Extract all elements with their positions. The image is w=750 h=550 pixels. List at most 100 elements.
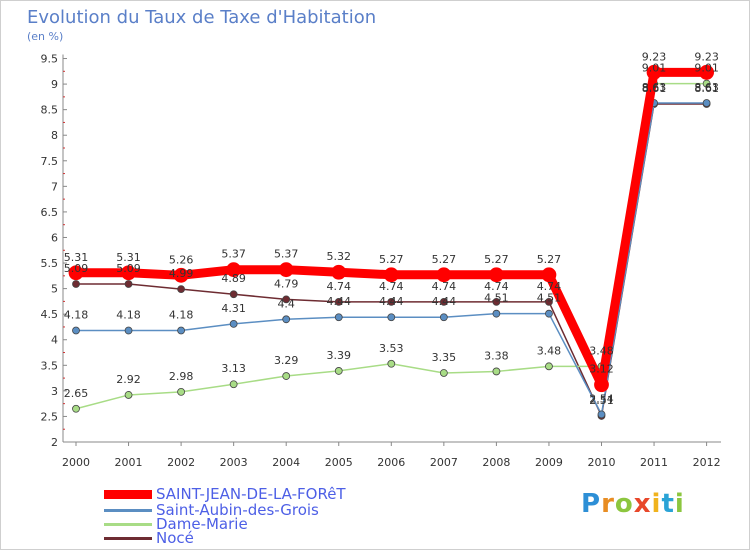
x-tick-label: 2006 [377,456,405,469]
y-tick-label: 2 [51,436,58,449]
data-label: 4.74 [432,280,457,293]
legend-swatch [104,489,152,499]
x-tick-label: 2000 [62,456,90,469]
legend-label: Nocé [156,529,194,547]
data-point [439,298,448,306]
data-point [387,359,396,368]
data-point [545,309,553,318]
legend-item-saint-aubin: Saint-Aubin-des-Grois [104,503,319,518]
x-tick-label: 2004 [272,456,300,469]
chart-unit-label: (en %) [27,30,64,43]
y-tick-label: 2.5 [41,410,59,423]
data-label: 5.26 [169,253,194,266]
data-label: 2.98 [169,370,194,383]
data-point [226,262,242,278]
data-point [545,298,553,306]
x-tick-label: 2003 [220,456,248,469]
data-point [646,64,662,80]
data-label: 4.44 [432,295,457,308]
y-tick-label: 7 [51,180,58,193]
x-tick-label: 2007 [430,456,458,469]
data-label: 5.27 [432,253,457,266]
data-label: 4.51 [537,292,562,305]
data-label: 4.4 [277,297,295,310]
data-label: 4.44 [379,295,404,308]
data-label: 9.23 [642,50,667,63]
y-tick-label: 5 [51,283,58,296]
y-tick-label: 4 [51,334,58,347]
data-point [124,326,133,335]
data-label: 8.61 [642,82,667,95]
data-label: 4.18 [169,309,194,322]
data-label: 4.74 [379,280,404,293]
data-point [278,262,294,278]
data-point [72,280,80,288]
y-tick-label: 4.5 [41,308,59,321]
data-label: 4.89 [221,272,246,285]
data-label: 5.27 [379,253,404,266]
legend-swatch [104,508,152,512]
data-label: 4.44 [327,295,352,308]
data-label: 4.18 [116,309,141,322]
data-label: 8.63 [642,81,667,94]
data-point [492,367,501,376]
data-label: 9.01 [694,62,719,75]
data-point [282,372,291,380]
data-point [229,319,238,328]
proxiti-logo: Proxiti [581,489,685,519]
data-label: 9.01 [642,62,667,75]
data-point [229,380,238,389]
chart-title: Evolution du Taux de Taxe d'Habitation [27,7,377,28]
data-point [72,326,80,335]
data-point [334,298,343,306]
data-point [331,264,347,280]
data-point [334,313,343,322]
x-tick-label: 2012 [693,456,721,469]
y-tick-label: 9 [51,78,58,91]
data-point [124,391,133,399]
legend-swatch [104,522,152,526]
data-label: 4.31 [221,302,246,315]
data-point [72,404,80,413]
data-label: 2.65 [64,387,89,400]
legend-label: Dame-Marie [156,515,248,533]
data-point [177,285,186,294]
x-tick-label: 2001 [115,456,143,469]
y-tick-label: 7.5 [41,155,59,168]
y-tick-label: 9.5 [41,53,59,66]
data-point [383,267,399,283]
data-label: 5.37 [274,248,299,261]
data-label: 5.27 [537,253,562,266]
series-line [71,67,712,390]
data-label: 3.53 [379,342,404,355]
data-label: 5.31 [116,251,141,264]
legend-item-noce: Nocé [104,529,194,547]
data-point [124,280,133,288]
data-point [439,369,448,377]
y-tick-label: 8.5 [41,104,59,117]
y-tick-label: 3.5 [41,359,59,372]
data-label: 9.23 [694,50,719,63]
data-label: 2.54 [589,392,614,405]
data-point [229,290,238,299]
data-point [387,313,396,322]
data-label: 5.32 [327,250,352,263]
legend-label: SAINT-JEAN-DE-LA-FORêT [156,485,346,503]
data-label: 3.48 [589,344,614,357]
data-label: 5.27 [484,253,509,266]
data-point [699,64,714,80]
data-point [492,298,501,306]
data-point [702,79,711,88]
y-tick-label: 5.5 [41,257,59,270]
data-label: 4.51 [484,292,509,305]
data-label: 2.92 [116,373,141,386]
data-point [282,295,291,304]
data-point [545,362,553,371]
data-label: 4.74 [327,280,352,293]
data-label: 4.99 [169,267,194,280]
x-tick-label: 2008 [482,456,510,469]
data-point [177,326,186,335]
data-label: 3.29 [274,354,299,367]
data-point [594,377,609,393]
